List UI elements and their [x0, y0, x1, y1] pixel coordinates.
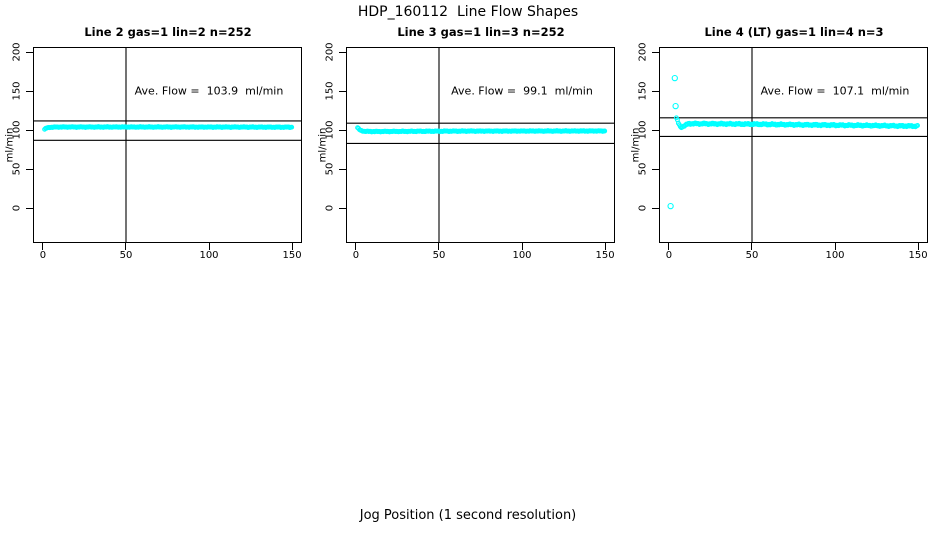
plot-area: [33, 47, 302, 243]
x-tick-mark: [42, 243, 44, 250]
y-tick-mark: [652, 129, 659, 131]
data-points: [667, 74, 920, 210]
subplot-title: Line 4 (LT) gas=1 lin=4 n=3: [704, 25, 884, 39]
x-tick-mark: [521, 243, 523, 250]
y-tick-mark: [26, 129, 33, 131]
y-tick-mark: [339, 51, 346, 53]
y-tick-label: 100: [637, 120, 649, 140]
y-tick-label: 200: [637, 42, 649, 62]
y-tick-label: 200: [11, 42, 23, 62]
subplot-title: Line 2 gas=1 lin=2 n=252: [84, 25, 252, 39]
x-tick-mark: [917, 243, 919, 250]
y-tick-label: 150: [324, 81, 336, 101]
plot-border: [33, 47, 302, 243]
y-tick-label: 0: [11, 204, 23, 212]
ave-flow-annotation: Ave. Flow = 99.1 ml/min: [451, 84, 593, 98]
plot-area: [659, 47, 928, 243]
x-tick-label: 150: [595, 250, 615, 261]
x-tick-label: 150: [282, 250, 302, 261]
x-tick-label: 50: [119, 250, 133, 261]
y-tick-label: 150: [637, 81, 649, 101]
subplot-title: Line 3 gas=1 lin=3 n=252: [397, 25, 565, 39]
y-tick-mark: [652, 90, 659, 92]
ave-flow-annotation: Ave. Flow = 107.1 ml/min: [760, 84, 910, 98]
x-tick-mark: [438, 243, 440, 250]
y-tick-mark: [339, 168, 346, 170]
x-tick-label: 50: [432, 250, 446, 261]
x-tick-label: 0: [352, 250, 360, 261]
subplot-line3: Line 3 gas=1 lin=3 n=252 ml/min Ave. Flo…: [318, 25, 615, 261]
x-tick-label: 100: [512, 250, 532, 261]
x-tick-mark: [751, 243, 753, 250]
data-points: [355, 125, 608, 135]
x-tick-mark: [604, 243, 606, 250]
x-tick-label: 100: [199, 250, 219, 261]
y-tick-mark: [26, 207, 33, 209]
y-tick-label: 50: [11, 162, 23, 176]
plot-area: [346, 47, 615, 243]
x-tick-label: 150: [908, 250, 928, 261]
y-tick-mark: [339, 90, 346, 92]
x-tick-mark: [291, 243, 293, 250]
x-tick-label: 50: [745, 250, 759, 261]
x-tick-mark: [668, 243, 670, 250]
y-tick-label: 50: [324, 162, 336, 176]
y-tick-mark: [26, 90, 33, 92]
x-axis-label: Jog Position (1 second resolution): [359, 508, 577, 523]
ave-flow-annotation: Ave. Flow = 103.9 ml/min: [134, 84, 284, 98]
x-tick-mark: [208, 243, 210, 250]
y-tick-label: 0: [637, 204, 649, 212]
y-tick-mark: [652, 168, 659, 170]
plot-border: [346, 47, 615, 243]
y-tick-label: 150: [11, 81, 23, 101]
outlier-point: [671, 74, 678, 82]
y-tick-label: 100: [11, 120, 23, 140]
x-tick-label: 100: [825, 250, 845, 261]
y-tick-label: 100: [324, 120, 336, 140]
figure-title: HDP_160112 Line Flow Shapes: [357, 4, 579, 20]
data-points: [42, 124, 295, 132]
outlier-point: [672, 102, 679, 110]
x-tick-mark: [125, 243, 127, 250]
x-tick-mark: [355, 243, 357, 250]
y-tick-mark: [339, 207, 346, 209]
x-tick-mark: [834, 243, 836, 250]
y-tick-mark: [652, 207, 659, 209]
y-tick-mark: [26, 168, 33, 170]
plot-border: [659, 47, 928, 243]
y-tick-mark: [26, 51, 33, 53]
y-tick-label: 50: [637, 162, 649, 176]
x-tick-label: 0: [665, 250, 673, 261]
y-tick-mark: [652, 51, 659, 53]
y-tick-label: 200: [324, 42, 336, 62]
y-tick-mark: [339, 129, 346, 131]
x-tick-label: 0: [39, 250, 47, 261]
outlier-point: [667, 202, 674, 210]
y-tick-label: 0: [324, 204, 336, 212]
subplot-line4: Line 4 (LT) gas=1 lin=4 n=3 ml/min Ave. …: [631, 25, 928, 261]
subplot-line2: Line 2 gas=1 lin=2 n=252 ml/min Ave. Flo…: [5, 25, 302, 261]
